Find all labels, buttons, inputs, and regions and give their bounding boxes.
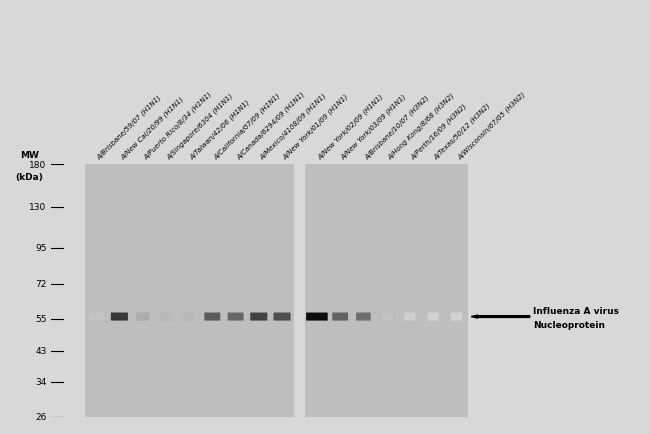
Text: A/New York/03/09 (H1N1): A/New York/03/09 (H1N1) xyxy=(340,93,408,161)
Text: 55: 55 xyxy=(35,315,47,324)
FancyBboxPatch shape xyxy=(332,313,348,321)
Text: A/Mexico/4108/09 (H1N1): A/Mexico/4108/09 (H1N1) xyxy=(259,92,328,161)
Text: A/Canada/6294/09 (H1N1): A/Canada/6294/09 (H1N1) xyxy=(235,91,306,161)
FancyBboxPatch shape xyxy=(227,313,244,321)
FancyBboxPatch shape xyxy=(428,313,439,321)
Text: A/Texas/50/12 (H3N2): A/Texas/50/12 (H3N2) xyxy=(433,102,492,161)
FancyBboxPatch shape xyxy=(380,313,393,321)
FancyBboxPatch shape xyxy=(356,313,370,321)
Text: MW: MW xyxy=(20,151,39,160)
Text: 72: 72 xyxy=(35,279,47,289)
FancyBboxPatch shape xyxy=(306,313,328,321)
Text: A/California/07/09 (H1N1): A/California/07/09 (H1N1) xyxy=(213,92,281,161)
Text: A/Perth/16/09 (H3N2): A/Perth/16/09 (H3N2) xyxy=(410,102,468,161)
Text: A/Singapore/6304 (H1N1): A/Singapore/6304 (H1N1) xyxy=(166,92,235,161)
Text: Influenza A virus: Influenza A virus xyxy=(533,306,619,315)
Text: 95: 95 xyxy=(35,243,47,253)
Text: Nucleoprotein: Nucleoprotein xyxy=(533,320,605,329)
Text: A/Wisconsin/67/05 (H3N2): A/Wisconsin/67/05 (H3N2) xyxy=(456,91,526,161)
Text: 43: 43 xyxy=(35,347,47,356)
Text: A/Hong Kong/8/68 (H3N2): A/Hong Kong/8/68 (H3N2) xyxy=(387,92,456,161)
Text: A/New York/02/09 (H1N1): A/New York/02/09 (H1N1) xyxy=(317,93,385,161)
Text: 26: 26 xyxy=(35,412,47,421)
Text: A/Brisbane/59/07 (H1N1): A/Brisbane/59/07 (H1N1) xyxy=(96,94,163,161)
Text: 130: 130 xyxy=(29,203,47,212)
Text: A/Taiwan/42/06 (H1N1): A/Taiwan/42/06 (H1N1) xyxy=(189,99,252,161)
FancyBboxPatch shape xyxy=(160,313,172,321)
FancyBboxPatch shape xyxy=(136,313,150,321)
FancyBboxPatch shape xyxy=(451,313,462,321)
FancyBboxPatch shape xyxy=(89,313,103,321)
Text: A/New Cal/20/99 (H1N1): A/New Cal/20/99 (H1N1) xyxy=(120,95,185,161)
FancyBboxPatch shape xyxy=(183,313,195,321)
Text: 34: 34 xyxy=(35,377,47,386)
FancyBboxPatch shape xyxy=(250,313,267,321)
FancyBboxPatch shape xyxy=(274,313,291,321)
Text: 180: 180 xyxy=(29,161,47,169)
Text: A/Brisbane/10/07 (H3N2): A/Brisbane/10/07 (H3N2) xyxy=(363,94,430,161)
Text: A/Puerto Rico/8/34 (H1N1): A/Puerto Rico/8/34 (H1N1) xyxy=(142,90,213,161)
FancyBboxPatch shape xyxy=(204,313,220,321)
FancyBboxPatch shape xyxy=(111,313,128,321)
Text: (kDa): (kDa) xyxy=(16,172,44,181)
Text: A/New York/01/09 (H1N1): A/New York/01/09 (H1N1) xyxy=(282,93,350,161)
FancyBboxPatch shape xyxy=(404,313,415,321)
